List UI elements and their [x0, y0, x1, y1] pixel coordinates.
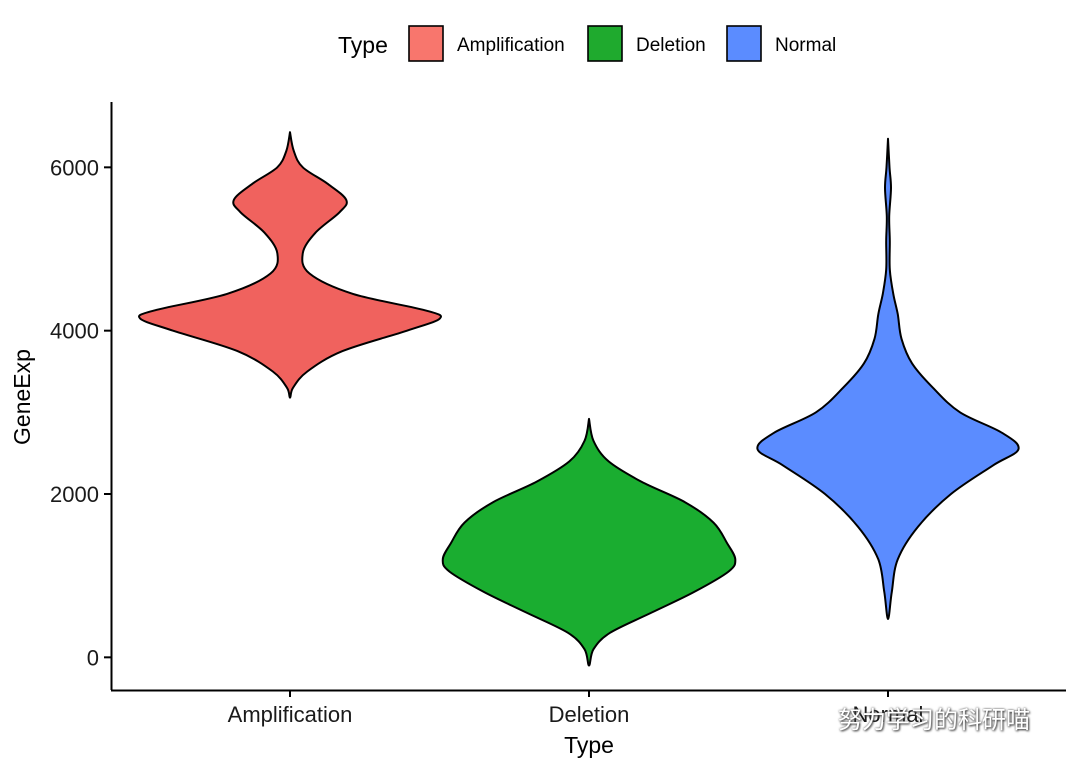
- legend-label-amplification: Amplification: [457, 35, 565, 56]
- x-tick-label-deletion: Deletion: [549, 702, 630, 727]
- y-tick-label: 6000: [50, 155, 99, 180]
- y-axis-ticks: 0 2000 4000 6000: [50, 155, 111, 670]
- legend-label-deletion: Deletion: [636, 35, 706, 56]
- violin-deletion: [441, 417, 737, 667]
- y-tick-label: 0: [87, 645, 99, 670]
- watermark: 努力学习的科研喵: [808, 700, 1030, 735]
- legend: Type Amplification Deletion Normal: [338, 25, 836, 62]
- violin-normal: [756, 137, 1020, 620]
- legend-key-normal: [726, 25, 762, 62]
- violin-layer: [138, 131, 1020, 667]
- x-tick-label-amplification: Amplification: [228, 702, 353, 727]
- x-axis-ticks: Amplification Deletion Normal: [228, 690, 924, 727]
- y-tick-label: 2000: [50, 482, 99, 507]
- x-axis-title: Type: [564, 732, 614, 758]
- x-tick-label-normal: Normal: [853, 702, 924, 727]
- y-tick-label: 4000: [50, 319, 99, 344]
- violin-amplification: [138, 131, 442, 399]
- y-axis-title: GeneExp: [9, 349, 35, 445]
- legend-key-amplification: [408, 25, 444, 62]
- wechat-icon: [808, 707, 834, 735]
- legend-title: Type: [338, 32, 388, 58]
- legend-label-normal: Normal: [775, 35, 836, 56]
- legend-key-deletion: [587, 25, 623, 62]
- watermark-text: 努力学习的科研喵: [838, 706, 1030, 734]
